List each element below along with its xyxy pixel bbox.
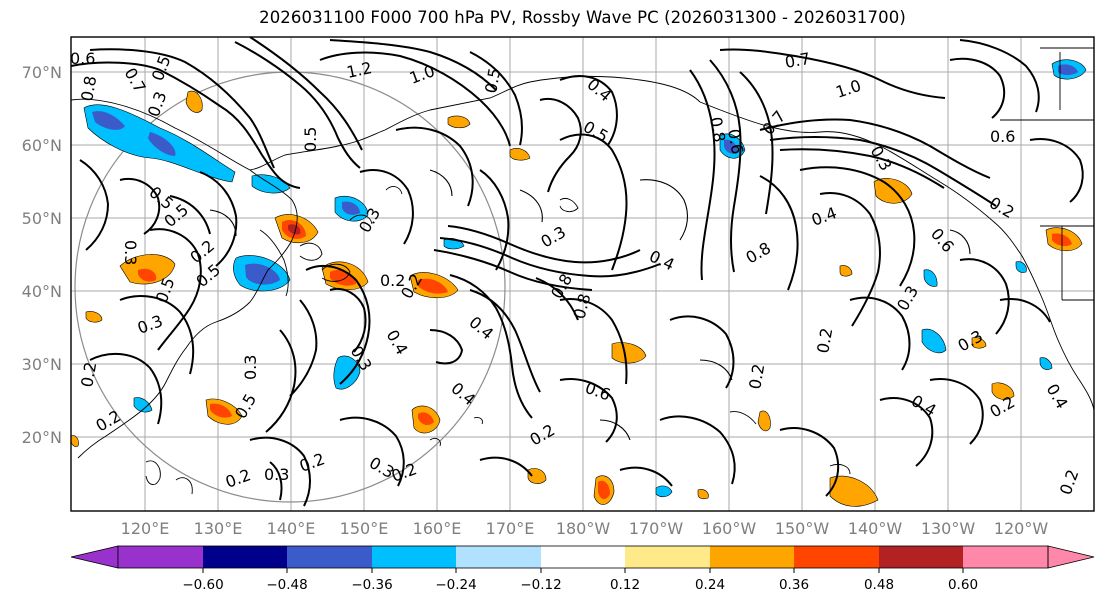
lat-label: 50°N [22,209,62,228]
contour-label: 0.2 [77,360,100,388]
lon-label: 170°E [486,519,535,538]
contour-label: 0.2 [745,362,768,390]
contour-label: 0.3 [241,355,260,380]
contour-label: 0.8 [706,115,729,143]
colorbar-segment [287,546,372,568]
colorbar: −0.60 −0.48 −0.36 −0.24 −0.12 0.12 0.24 … [70,545,1095,593]
map-title: 2026031100 F000 700 hPa PV, Rossby Wave … [259,8,906,27]
lon-label: 160°W [702,519,757,538]
contour-label: 0.8 [77,74,100,102]
lat-label: 40°N [22,282,62,301]
colorbar-segment [625,546,710,568]
contour-label: 0.2 [380,271,405,290]
contour-label: 0.6 [70,49,95,68]
lon-label: 120°W [994,519,1049,538]
colorbar-segment [794,546,879,568]
contour-label: 0.6 [990,127,1015,146]
colorbar-segment [203,546,287,568]
colorbar-tick-label: −0.36 [351,577,392,593]
colorbar-tick-label: −0.24 [435,577,476,593]
map-frame [70,36,1095,512]
contour-label: 0.2 [813,326,836,354]
colorbar-tick-label: 0.36 [779,577,809,593]
lat-label: 30°N [22,355,62,374]
coastlines [71,47,1094,495]
contour-label: 0.7 [783,49,811,72]
map-panel: 0.6 0.7 0.8 0.5 0.3 1.2 1.0 0.5 0.4 0.7 … [70,36,1095,512]
region-circle [74,71,506,503]
colorbar-tick-label: −0.48 [266,577,307,593]
lon-label: 140°W [848,519,903,538]
contour-label: 0.3 [121,240,140,265]
lon-label: 150°W [775,519,830,538]
lon-label: 180°W [556,519,611,538]
lon-label: 160°E [413,519,462,538]
pv-contours-thin [209,169,971,441]
lon-label: 140°E [267,519,316,538]
colorbar-tick-label: 0.24 [695,577,725,593]
colorbar-tick-label: −0.60 [182,577,223,593]
lat-label: 70°N [22,63,62,82]
lat-label: 60°N [22,136,62,155]
colorbar-extend-min [70,545,119,569]
colorbar-segment [456,546,541,568]
colorbar-segment [372,546,456,568]
contour-label: 0.5 [481,66,504,94]
lon-label: 150°E [340,519,389,538]
colorbar-segment [118,546,203,568]
colorbar-segment [541,546,625,568]
contour-label: 0.5 [301,127,320,152]
colorbar-outline [117,545,1049,569]
lon-label: 130°E [194,519,243,538]
contour-label: 0.3 [264,465,289,484]
pv-contours [71,37,1084,507]
longitude-axis: 120°E 130°E 140°E 150°E 160°E 170°E 180°… [121,519,1049,538]
pv-shading [71,59,1087,507]
colorbar-tick-label: 0.60 [948,577,978,593]
contour-label: 1.2 [345,58,374,82]
colorbar-segment [710,546,794,568]
colorbar-tick-label: −0.12 [520,577,561,593]
colorbar-extend-max [1047,545,1095,569]
lon-label: 170°W [629,519,684,538]
lon-label: 120°E [121,519,170,538]
latitude-axis: 70°N 60°N 50°N 40°N 30°N 20°N [22,63,62,447]
lat-label: 20°N [22,428,62,447]
contour-label: 0.6 [724,127,747,155]
colorbar-tick-label: 0.48 [864,577,894,593]
colorbar-segment [879,546,963,568]
lon-label: 130°W [921,519,976,538]
colorbar-tick-label: 0.12 [610,577,640,593]
colorbar-segment [963,546,1048,568]
